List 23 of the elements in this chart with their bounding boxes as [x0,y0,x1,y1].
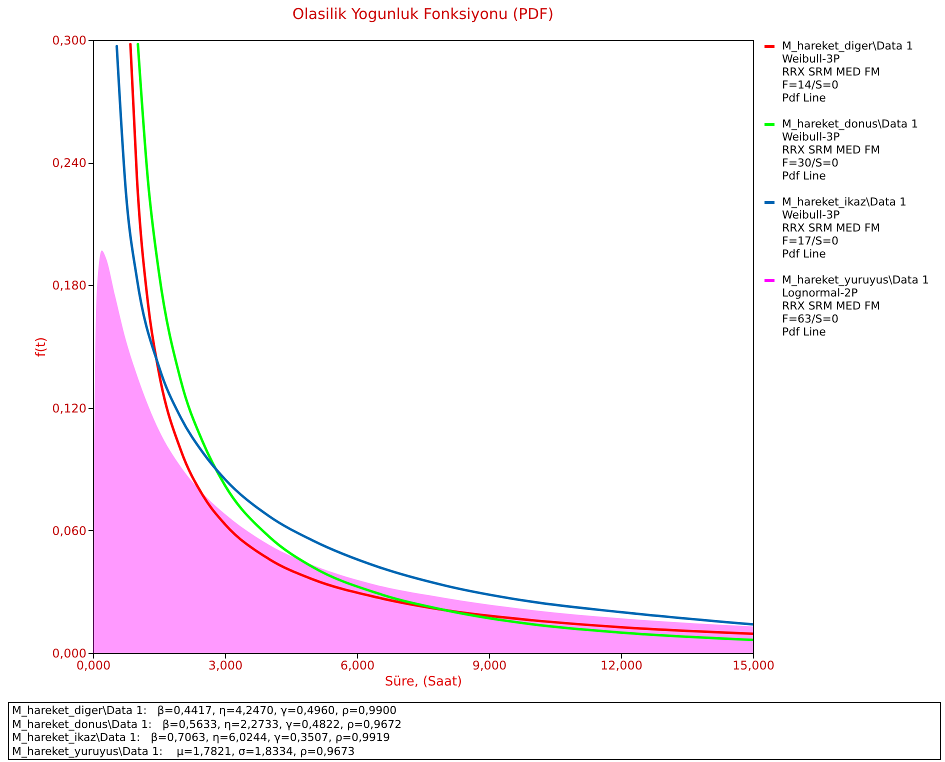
x-tick-label: 0,000 [76,658,111,672]
x-tick-label: 6,000 [340,658,375,672]
x-axis-title: Süre, (Saat) [384,674,462,690]
y-tick-label: 0,180 [52,278,86,293]
x-tick-label: 3,000 [208,658,243,672]
text: M_hareket_donus\Data 1: β=0,5633, η=2,2733, γ=0,4822, ρ=0,9672 [12,718,403,731]
legend-label: M_hareket_ikaz\Data 1 Weibull-3P RRX SRM MED FM F=17/S=0 Pdf Line [782,196,907,260]
chart-title: Olasilik Yogunluk Fonksiyonu (PDF) [292,5,554,23]
legend-label: M_hareket_diger\Data 1 Weibull-3P RRX SRM MED FM F=14/S=0 Pdf Line [782,40,914,104]
legend-label: M_hareket_yuruyus\Data 1 Lognormal-2P RRX SRM MED FM F=63/S=0 Pdf Line [782,274,929,338]
text: M_hareket_yuruyus\Data 1: μ=1,7821, σ=1,8334, ρ=0,9673 [12,744,356,758]
y-tick-label: 0,060 [52,524,86,538]
y-tick-label: 0,300 [52,34,86,48]
x-tick-label: 12,000 [600,658,642,672]
y-tick-label: 0,240 [52,156,86,170]
y-axis-title: f(t) [34,337,50,357]
y-tick-label: 0,000 [52,646,86,660]
legend-label: M_hareket_donus\Data 1 Weibull-3P RRX SRM MED FM F=30/S=0 Pdf Line [782,118,918,182]
y-tick-label: 0,120 [52,401,86,416]
text: M_hareket_ikaz\Data 1: β=0,7063, η=6,0244, γ=0,3507, ρ=0,9919 [12,731,392,744]
x-tick-label: 9,000 [472,658,507,672]
x-tick-label: 15,000 [732,658,774,672]
text: M_hareket_diger\Data 1: β=0,4417, η=4,2470, γ=0,4960, ρ=0,9900 [12,704,398,718]
